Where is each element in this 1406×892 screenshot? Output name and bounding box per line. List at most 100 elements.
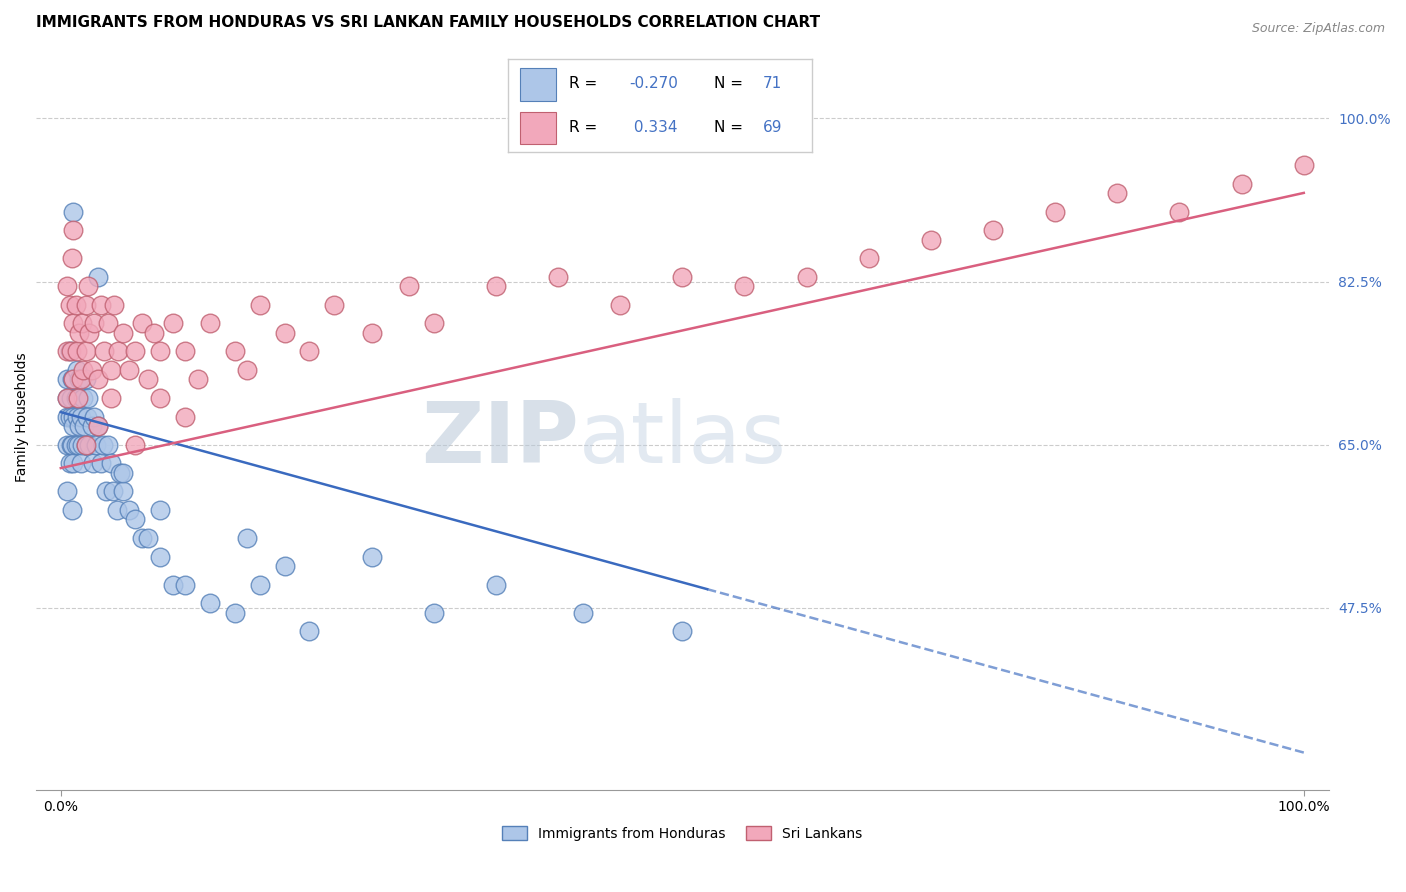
Point xyxy=(111,484,134,499)
Point xyxy=(323,298,346,312)
Point xyxy=(60,503,83,517)
Point xyxy=(80,363,103,377)
Point xyxy=(90,457,112,471)
Point xyxy=(920,233,942,247)
Point xyxy=(70,317,93,331)
Point xyxy=(60,372,83,386)
Point xyxy=(1230,177,1253,191)
Point xyxy=(77,391,100,405)
Point xyxy=(398,279,420,293)
Point xyxy=(87,269,110,284)
Point xyxy=(75,372,97,386)
Text: IMMIGRANTS FROM HONDURAS VS SRI LANKAN FAMILY HOUSEHOLDS CORRELATION CHART: IMMIGRANTS FROM HONDURAS VS SRI LANKAN F… xyxy=(37,15,820,30)
Point xyxy=(56,372,79,386)
Point xyxy=(94,484,117,499)
Point xyxy=(93,344,115,359)
Point xyxy=(1168,204,1191,219)
Point xyxy=(75,438,97,452)
Point xyxy=(149,503,172,517)
Point xyxy=(62,419,84,434)
Point xyxy=(298,344,321,359)
Point xyxy=(80,419,103,434)
Point xyxy=(733,279,755,293)
Point xyxy=(79,326,101,340)
Point xyxy=(671,624,693,639)
Point xyxy=(56,484,79,499)
Point xyxy=(105,503,128,517)
Point xyxy=(59,344,82,359)
Point xyxy=(62,204,84,219)
Point xyxy=(118,503,141,517)
Point xyxy=(72,391,94,405)
Point xyxy=(62,372,84,386)
Point xyxy=(796,269,818,284)
Point xyxy=(124,344,146,359)
Point xyxy=(77,279,100,293)
Point xyxy=(91,438,114,452)
Point xyxy=(143,326,166,340)
Point xyxy=(111,326,134,340)
Point xyxy=(360,549,382,564)
Point xyxy=(124,438,146,452)
Point xyxy=(59,438,82,452)
Point xyxy=(174,577,197,591)
Point xyxy=(671,269,693,284)
Point xyxy=(56,391,79,405)
Point xyxy=(249,577,271,591)
Y-axis label: Family Households: Family Households xyxy=(15,352,30,482)
Point xyxy=(75,344,97,359)
Point xyxy=(83,317,105,331)
Point xyxy=(69,372,91,386)
Legend: Immigrants from Honduras, Sri Lankans: Immigrants from Honduras, Sri Lankans xyxy=(496,821,869,847)
Point xyxy=(58,409,80,424)
Point xyxy=(87,419,110,434)
Point xyxy=(90,298,112,312)
Point xyxy=(174,409,197,424)
Point xyxy=(124,512,146,526)
Point xyxy=(485,279,508,293)
Point xyxy=(485,577,508,591)
Point xyxy=(249,298,271,312)
Point xyxy=(224,606,246,620)
Point xyxy=(65,298,87,312)
Point xyxy=(131,317,153,331)
Point xyxy=(83,409,105,424)
Point xyxy=(84,438,107,452)
Point xyxy=(149,344,172,359)
Point xyxy=(69,326,91,340)
Point xyxy=(69,372,91,386)
Point xyxy=(572,606,595,620)
Point xyxy=(62,223,84,237)
Point xyxy=(1107,186,1129,200)
Point xyxy=(67,438,90,452)
Point xyxy=(110,466,132,480)
Point xyxy=(162,317,184,331)
Text: ZIP: ZIP xyxy=(422,398,579,481)
Point xyxy=(1043,204,1066,219)
Point xyxy=(136,372,159,386)
Point xyxy=(162,577,184,591)
Text: atlas: atlas xyxy=(579,398,787,481)
Point xyxy=(62,457,84,471)
Point xyxy=(422,606,444,620)
Point xyxy=(69,419,91,434)
Point xyxy=(66,363,89,377)
Point xyxy=(100,391,122,405)
Point xyxy=(56,438,79,452)
Point xyxy=(273,559,295,574)
Point xyxy=(75,298,97,312)
Point xyxy=(149,391,172,405)
Point xyxy=(858,251,880,265)
Point xyxy=(67,391,90,405)
Point xyxy=(273,326,295,340)
Point xyxy=(186,372,208,386)
Point xyxy=(56,344,79,359)
Point xyxy=(111,466,134,480)
Point xyxy=(59,391,82,405)
Point xyxy=(87,372,110,386)
Point xyxy=(236,531,259,545)
Point xyxy=(107,344,129,359)
Point xyxy=(236,363,259,377)
Point xyxy=(62,317,84,331)
Point xyxy=(298,624,321,639)
